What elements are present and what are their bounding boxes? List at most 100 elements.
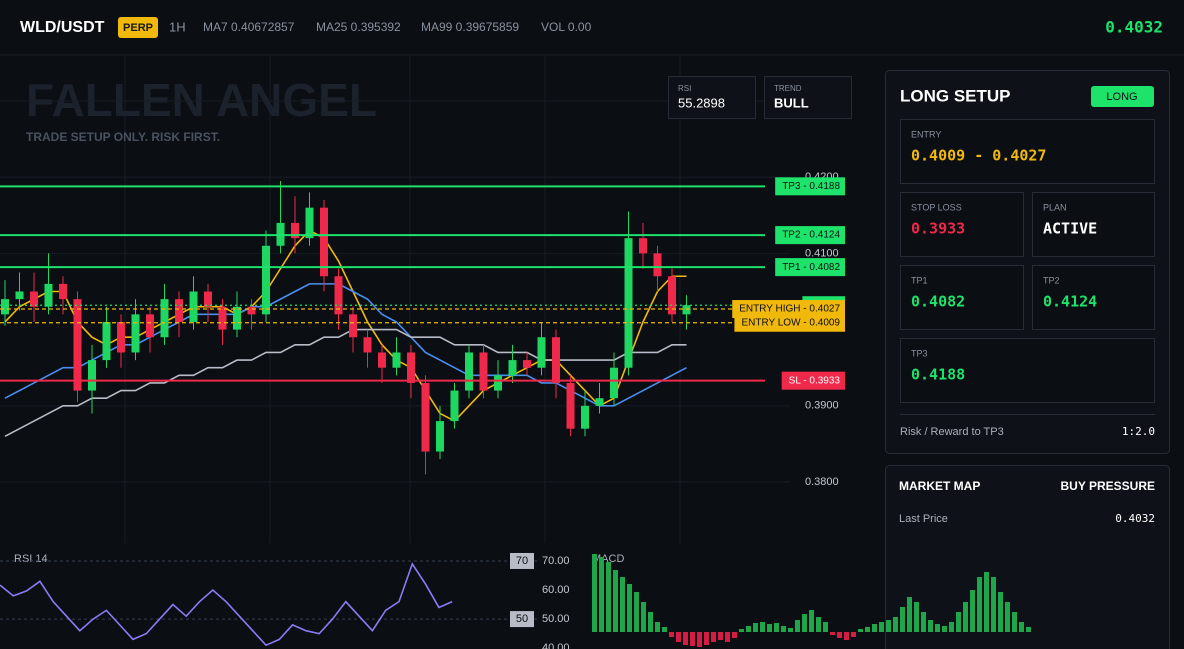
market-panel bbox=[885, 465, 1170, 649]
y-tick-label: 60.00 bbox=[542, 584, 570, 596]
macd-bar bbox=[781, 626, 786, 632]
macd-bar bbox=[872, 624, 877, 632]
rsi-line bbox=[0, 562, 453, 647]
level-tag-bg bbox=[734, 313, 845, 332]
macd-bar bbox=[690, 632, 695, 646]
ma25: MA25 0.395392 bbox=[316, 20, 401, 34]
candle-body bbox=[378, 352, 386, 368]
trend-value: BULL bbox=[774, 95, 809, 110]
macd-bar bbox=[732, 632, 737, 638]
macd-bar bbox=[704, 632, 709, 645]
candle-body bbox=[233, 306, 241, 330]
tp2-box bbox=[1032, 265, 1155, 330]
market-title: MARKET MAP bbox=[899, 479, 980, 493]
setup-badge: LONG bbox=[1106, 91, 1137, 103]
macd-bar bbox=[984, 572, 989, 632]
volume: VOL 0.00 bbox=[541, 20, 592, 34]
candle-body bbox=[639, 238, 647, 254]
candle-body bbox=[552, 337, 560, 383]
level-tag-bg bbox=[775, 177, 845, 196]
candle-body bbox=[160, 299, 169, 338]
candle-body bbox=[1, 299, 9, 315]
band-tag: 70 bbox=[516, 555, 528, 567]
y-tick-label: 50.00 bbox=[542, 613, 570, 625]
candle-body bbox=[494, 375, 502, 391]
macd-bar bbox=[627, 584, 632, 632]
macd-bar bbox=[1026, 627, 1031, 632]
candle-body bbox=[334, 276, 343, 315]
macd-bar bbox=[655, 622, 660, 632]
candle-body bbox=[363, 337, 372, 353]
tp3-value: 0.4188 bbox=[911, 366, 965, 384]
macd-bar bbox=[767, 624, 772, 632]
macd-bar bbox=[599, 557, 604, 632]
macd-bar bbox=[956, 612, 961, 632]
y-tick-label: 70.00 bbox=[542, 555, 570, 567]
candle-body bbox=[465, 352, 473, 391]
macd-bar bbox=[1019, 622, 1024, 632]
level-tag: TP3 - 0.4188 bbox=[782, 181, 840, 192]
macd-bar bbox=[837, 632, 842, 638]
tp3-label: TP3 bbox=[911, 348, 928, 358]
macd-bar bbox=[935, 624, 940, 632]
ma99: MA99 0.39675859 bbox=[421, 20, 519, 34]
band-tag: 50 bbox=[516, 613, 528, 625]
macd-bar bbox=[725, 632, 730, 642]
macd-bar bbox=[830, 632, 835, 635]
macd-bar bbox=[851, 632, 856, 637]
y-tick-label: 40.00 bbox=[542, 642, 570, 649]
y-tick-label: 0.3800 bbox=[805, 476, 839, 488]
level-tag: TP2 - 0.4124 bbox=[782, 230, 840, 241]
macd-bar bbox=[739, 629, 744, 632]
macd-bar bbox=[907, 597, 912, 632]
level-tag-bg bbox=[775, 258, 845, 277]
candle-body bbox=[320, 207, 328, 277]
macd-bar bbox=[879, 622, 884, 632]
macd-bar bbox=[991, 577, 996, 632]
rsi-value: 55.2898 bbox=[678, 95, 725, 110]
macd-bar bbox=[760, 622, 765, 632]
y-tick-label: 0.4100 bbox=[805, 247, 839, 259]
macd-bar bbox=[669, 632, 674, 637]
macd-bar bbox=[823, 622, 828, 632]
macd-bar bbox=[746, 626, 751, 632]
tp3-box bbox=[900, 338, 1155, 403]
candle-body bbox=[682, 305, 691, 315]
macd-bar bbox=[865, 627, 870, 632]
macd-bar bbox=[809, 610, 814, 632]
candle-body bbox=[508, 360, 517, 376]
ma7: MA7 0.40672857 bbox=[203, 20, 295, 34]
candle-body bbox=[653, 253, 662, 277]
level-tag-bg bbox=[775, 226, 845, 245]
macd-bar bbox=[1012, 612, 1017, 632]
last-price-label: Last Price bbox=[899, 513, 948, 525]
market-pressure: BUY PRESSURE bbox=[1061, 479, 1155, 493]
macd-bar bbox=[676, 632, 681, 642]
candle-body bbox=[44, 283, 53, 307]
rsi-title: RSI 14 bbox=[14, 553, 48, 565]
tp1-label: TP1 bbox=[911, 275, 928, 285]
candle-body bbox=[581, 405, 589, 429]
rsi-panel bbox=[0, 545, 582, 649]
macd-bar bbox=[802, 614, 807, 632]
macd-bar bbox=[606, 562, 611, 632]
candle-body bbox=[392, 352, 401, 368]
candle-body bbox=[146, 314, 154, 338]
macd-bar bbox=[942, 626, 947, 632]
candle-body bbox=[610, 367, 618, 399]
candle-body bbox=[421, 382, 430, 452]
band-tag-bg bbox=[510, 611, 534, 628]
macd-bar bbox=[718, 632, 723, 640]
candle-body bbox=[349, 314, 357, 338]
sl-label: STOP LOSS bbox=[911, 202, 962, 212]
watermark-subtitle: TRADE SETUP ONLY. RISK FIRST. bbox=[26, 130, 220, 144]
tp1-box bbox=[900, 265, 1024, 330]
candle-body bbox=[407, 352, 415, 383]
rsi-label: RSI bbox=[678, 84, 691, 93]
macd-bar bbox=[788, 628, 793, 632]
trend-label: TREND bbox=[774, 84, 802, 93]
candle-body bbox=[291, 222, 299, 239]
indicator-charts: 70.00 60.00 50.00 40.00 70 50 bbox=[0, 552, 1031, 649]
rr-label: Risk / Reward to TP3 bbox=[900, 426, 1004, 438]
tp2-label: TP2 bbox=[1043, 275, 1060, 285]
